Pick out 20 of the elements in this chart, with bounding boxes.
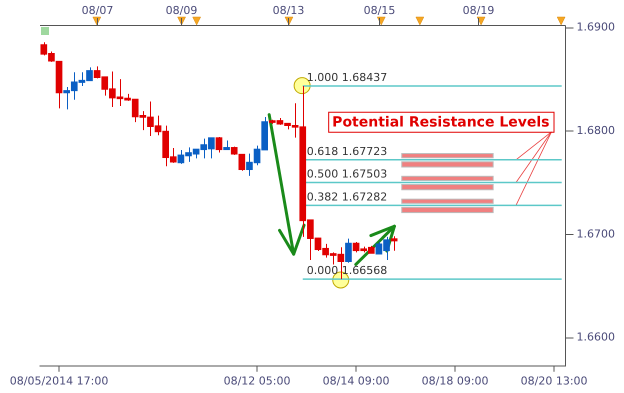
y-tick-label: 1.6900: [576, 20, 616, 34]
text: 08/09: [166, 4, 198, 17]
x-tick-label: 08/20 13:00: [520, 374, 588, 388]
x-tick-label: 08/14 09:00: [322, 374, 390, 388]
y-tick-label: 1.6600: [576, 330, 616, 344]
text: 08/15: [364, 4, 396, 17]
series-label: 0.618 1.67723: [306, 144, 388, 158]
text: 08/07: [82, 4, 114, 17]
annotation: Potential Resistance Levels: [332, 114, 550, 130]
x-tick-label: 08/05/2014 17:00: [10, 374, 108, 388]
y-tick-label: 1.6700: [576, 227, 616, 240]
series-label: 0.000 1.66568: [306, 264, 388, 278]
x-tick-label: 08/12 05:00: [224, 374, 291, 388]
text: 08/19: [462, 4, 494, 17]
series-label: 0.382 1.67282: [306, 190, 388, 204]
series-label: 0.500 1.67503: [306, 168, 388, 181]
x-tick-label: 08/18 09:00: [422, 374, 489, 388]
y-tick-label: 1.6800: [576, 124, 616, 137]
series-label: 1.000 1.68437: [306, 70, 388, 84]
text: 08/13: [272, 4, 304, 17]
